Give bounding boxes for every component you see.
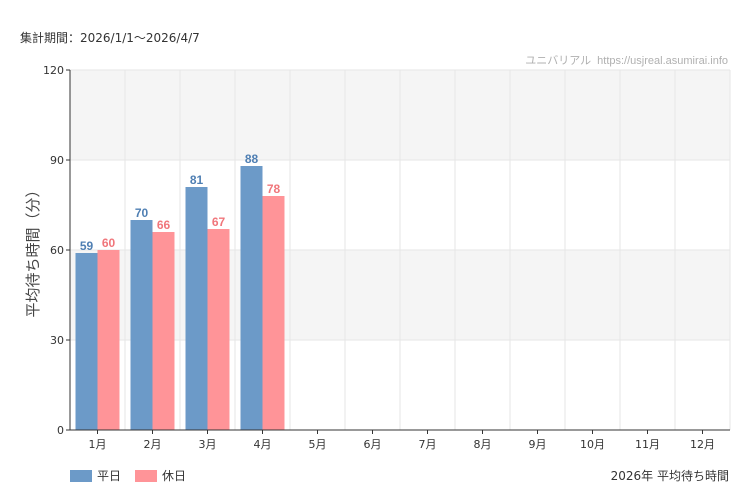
bar	[130, 220, 153, 430]
legend-item-weekday[interactable]: 平日	[70, 467, 121, 484]
legend-label-holiday: 休日	[162, 469, 187, 483]
x-tick-label: 12月	[690, 438, 715, 451]
bar	[75, 253, 98, 430]
bar-value-label: 81	[190, 173, 204, 187]
x-tick-label: 4月	[254, 438, 272, 451]
y-tick-label: 120	[43, 64, 64, 77]
legend-swatch-holiday	[135, 469, 158, 482]
y-tick-label: 30	[50, 334, 64, 347]
y-tick-label: 0	[57, 424, 64, 437]
bar-value-label: 60	[102, 236, 116, 250]
bar	[152, 232, 175, 430]
x-tick-label: 9月	[529, 438, 547, 451]
chart-caption: 2026年 平均待ち時間	[610, 469, 729, 483]
source-name: ユニバリアル	[525, 55, 592, 67]
bar-value-label: 88	[245, 152, 259, 166]
y-tick-label: 90	[50, 154, 64, 167]
bar	[185, 187, 208, 430]
x-tick-label: 8月	[474, 438, 492, 451]
legend-swatch-weekday	[70, 469, 92, 482]
source-credit[interactable]: ユニバリアル https://usjreal.asumirai.info	[525, 52, 728, 68]
bar	[97, 250, 120, 430]
bar-value-label: 67	[212, 215, 226, 229]
x-tick-label: 7月	[419, 438, 437, 451]
bar	[207, 229, 230, 430]
bar-value-label: 78	[267, 182, 281, 196]
x-tick-label: 11月	[635, 438, 660, 451]
x-tick-label: 2月	[144, 438, 162, 451]
legend-item-holiday[interactable]: 休日	[135, 467, 186, 484]
bar-value-label: 66	[157, 218, 171, 232]
y-axis-title: 平均待ち時間（分）	[24, 182, 42, 317]
bar-value-label: 70	[135, 206, 149, 220]
bar	[262, 196, 285, 430]
legend-label-weekday: 平日	[97, 469, 122, 483]
bar	[240, 166, 263, 430]
y-tick-label: 60	[50, 244, 64, 257]
period-label: 集計期間：2026/1/1～2026/4/7	[20, 31, 200, 45]
x-tick-label: 3月	[199, 438, 217, 451]
x-tick-label: 1月	[89, 438, 107, 451]
x-tick-label: 5月	[309, 438, 327, 451]
bar-value-label: 59	[80, 239, 94, 253]
x-tick-label: 10月	[580, 438, 605, 451]
x-tick-label: 6月	[364, 438, 382, 451]
legend: 平日 休日	[70, 467, 186, 484]
source-url[interactable]: https://usjreal.asumirai.info	[597, 55, 728, 67]
